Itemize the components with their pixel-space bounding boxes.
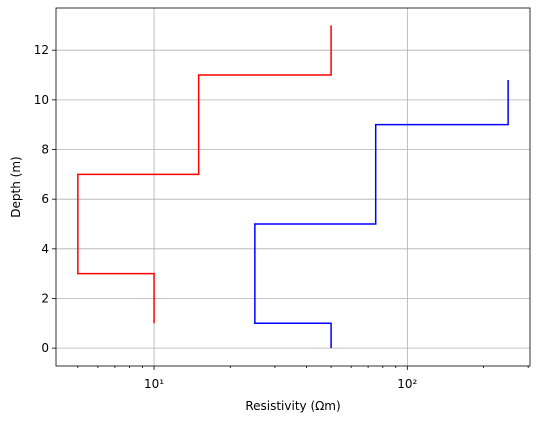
x-tick-label: 10²: [397, 377, 417, 391]
y-tick-label: 6: [41, 192, 49, 206]
y-tick-label: 12: [34, 43, 49, 57]
x-axis-label: Resistivity (Ωm): [245, 399, 340, 413]
y-tick-label: 4: [41, 242, 49, 256]
plot-frame: [55, 7, 531, 367]
y-tick-label: 8: [41, 143, 49, 157]
y-tick-label: 2: [41, 291, 49, 305]
y-tick-label: 10: [34, 93, 49, 107]
series-line: [254, 79, 509, 349]
y-tick-label: 0: [41, 341, 49, 355]
x-tick-label: 10¹: [144, 377, 164, 391]
y-axis-label: Depth (m): [9, 156, 23, 217]
series-line: [77, 25, 332, 324]
